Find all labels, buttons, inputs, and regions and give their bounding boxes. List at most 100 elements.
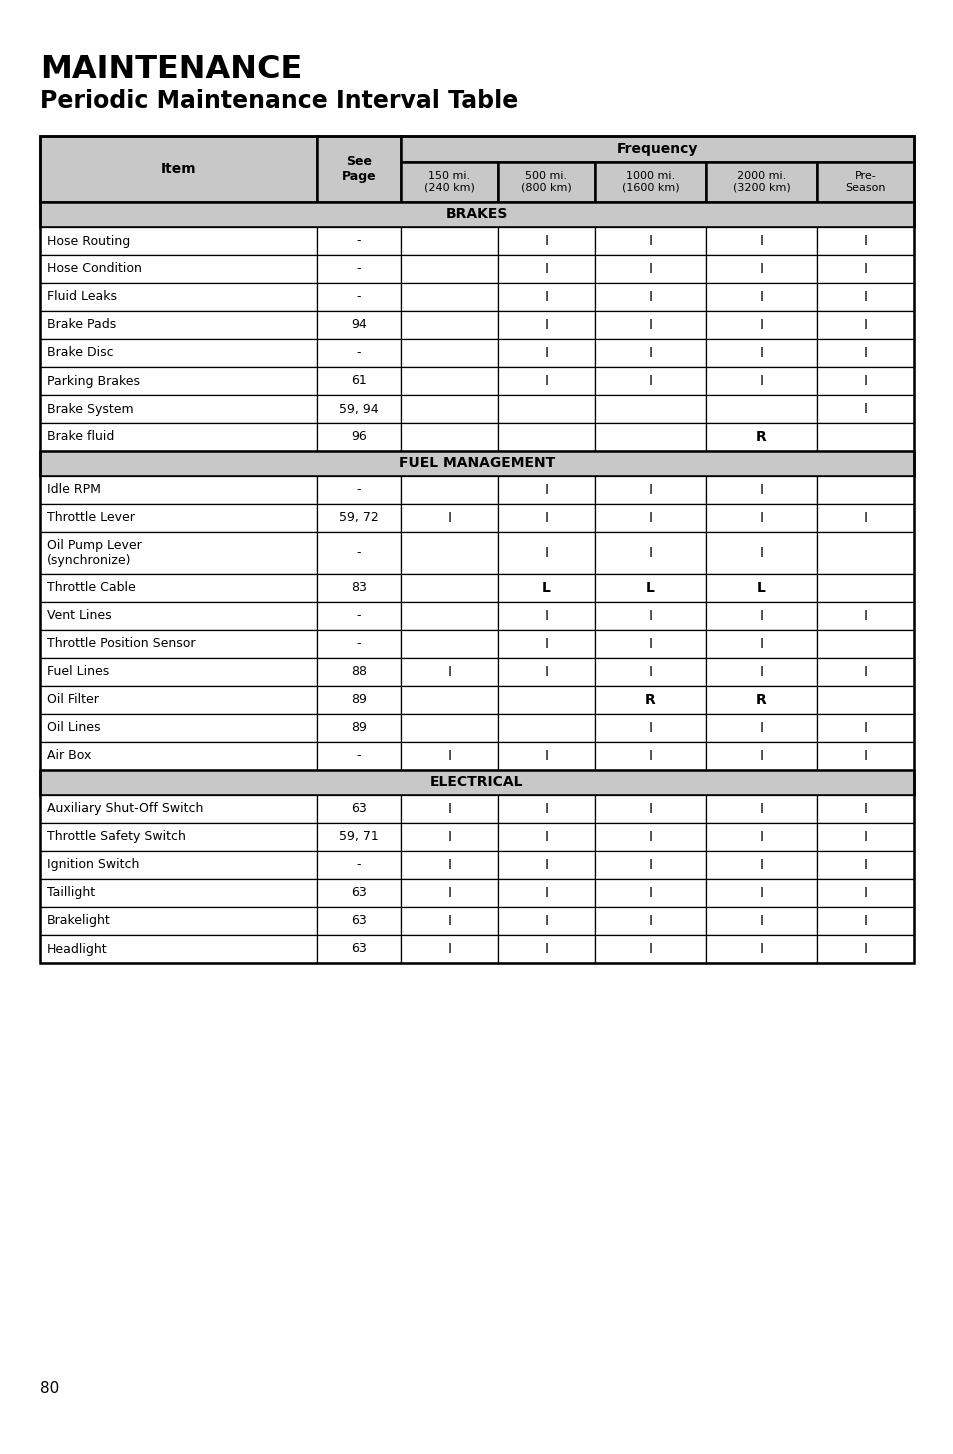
Text: I: I [544,664,548,679]
Bar [816,659,913,686]
Text: -: - [356,484,361,496]
Bar [705,423,816,451]
Text: I: I [544,289,548,304]
Bar [705,339,816,366]
Bar [40,423,317,451]
Bar [40,686,317,714]
Text: Throttle Position Sensor: Throttle Position Sensor [47,637,195,650]
Bar [497,311,595,339]
Bar [400,714,497,742]
Bar [40,742,317,771]
Text: I: I [759,318,762,332]
Text: I: I [447,858,451,872]
Bar [595,630,705,659]
Text: I: I [759,749,762,763]
Bar [40,880,317,907]
Bar [595,907,705,935]
Bar [705,254,816,284]
Bar [400,823,497,851]
Text: I: I [862,346,866,361]
Text: I: I [862,830,866,843]
Text: I: I [544,803,548,816]
Bar [705,851,816,880]
Text: I: I [862,885,866,900]
Bar [400,311,497,339]
Text: Fluid Leaks: Fluid Leaks [47,291,117,304]
Bar [40,254,317,284]
Bar [705,284,816,311]
Text: 2000 mi.
(3200 km): 2000 mi. (3200 km) [732,172,789,193]
Text: Oil Pump Lever
(synchronize): Oil Pump Lever (synchronize) [47,539,142,567]
Text: I: I [447,915,451,928]
Text: I: I [862,858,866,872]
Bar [497,823,595,851]
Bar [595,574,705,602]
Bar [816,630,913,659]
Text: I: I [862,289,866,304]
Bar [816,574,913,602]
Text: I: I [648,609,652,622]
Text: I: I [648,547,652,560]
Text: Pre-
Season: Pre- Season [844,172,884,193]
Text: I: I [648,289,652,304]
Text: R: R [644,694,655,707]
Text: Fuel Lines: Fuel Lines [47,666,110,679]
Bar [40,137,913,963]
Text: 96: 96 [351,430,367,443]
Text: I: I [759,609,762,622]
Bar [317,254,400,284]
Bar [705,686,816,714]
Bar [317,366,400,395]
Bar [595,851,705,880]
Text: I: I [648,318,652,332]
Bar [40,532,317,574]
Bar [40,475,317,505]
Text: -: - [356,637,361,650]
Bar [595,366,705,395]
Text: I: I [862,942,866,955]
Text: I: I [447,803,451,816]
Bar [400,880,497,907]
Bar [317,935,400,963]
Bar [816,505,913,532]
Bar [400,851,497,880]
Bar [40,659,317,686]
Text: 63: 63 [351,942,367,955]
Text: -: - [356,547,361,560]
Text: I: I [544,830,548,843]
Text: I: I [759,885,762,900]
Bar [816,823,913,851]
Text: -: - [356,609,361,622]
Bar [595,423,705,451]
Text: I: I [862,510,866,525]
Text: I: I [759,721,762,736]
Bar [40,851,317,880]
Text: I: I [544,885,548,900]
Text: 59, 71: 59, 71 [339,830,378,843]
Bar [400,161,497,202]
Text: I: I [759,374,762,388]
Bar [595,395,705,423]
Text: I: I [759,803,762,816]
Bar [497,714,595,742]
Bar [595,935,705,963]
Text: I: I [862,803,866,816]
Bar [595,686,705,714]
Bar [497,907,595,935]
Bar [816,602,913,630]
Bar [40,202,913,227]
Text: I: I [759,830,762,843]
Bar [595,823,705,851]
Bar [816,935,913,963]
Text: 500 mi.
(800 km): 500 mi. (800 km) [520,172,571,193]
Text: Item: Item [161,161,196,176]
Bar [816,366,913,395]
Bar [40,823,317,851]
Bar [317,227,400,254]
Bar [816,161,913,202]
Text: I: I [759,547,762,560]
Text: Brake Pads: Brake Pads [47,318,116,332]
Bar [595,602,705,630]
Text: 80: 80 [40,1381,59,1396]
Bar [497,574,595,602]
